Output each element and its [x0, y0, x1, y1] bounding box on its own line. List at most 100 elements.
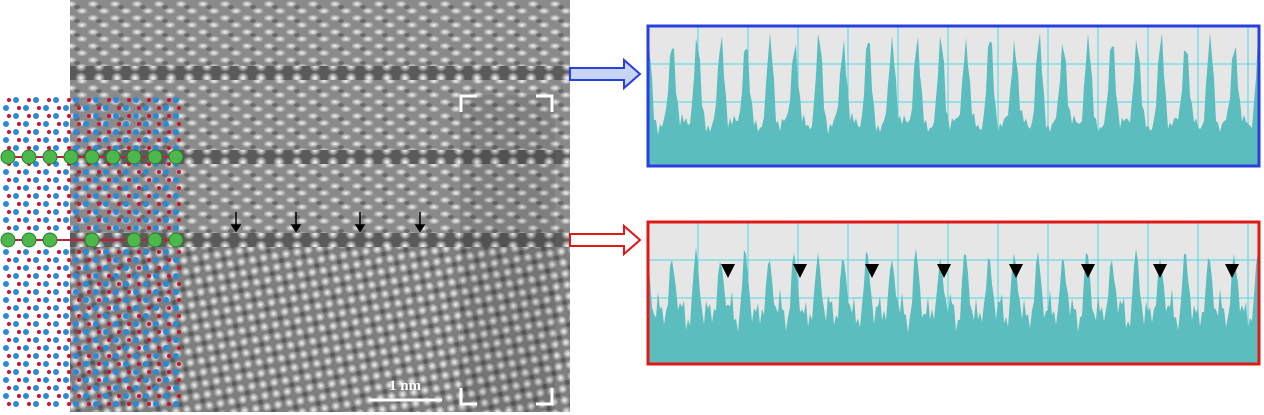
metal-atom: [163, 249, 169, 255]
oxygen-atom: [27, 402, 31, 406]
metal-atom: [83, 105, 89, 111]
profile-area: [648, 246, 1259, 364]
oxygen-atom: [147, 370, 151, 374]
metal-atom: [23, 137, 29, 143]
metal-atom: [13, 225, 19, 231]
metal-atom: [113, 129, 119, 135]
marker-triangle: [1009, 264, 1023, 278]
oxygen-atom: [117, 362, 121, 366]
metal-atom: [143, 121, 149, 127]
oxygen-atom: [7, 322, 11, 326]
metal-atom: [23, 361, 29, 367]
metal-atom: [83, 345, 89, 351]
metal-atom: [93, 145, 99, 151]
oxygen-atom: [37, 282, 41, 286]
metal-atom: [73, 257, 79, 263]
metal-atom: [103, 105, 109, 111]
metal-atom: [153, 385, 159, 391]
intensity-profile: [646, 220, 1261, 366]
oxygen-atom: [167, 130, 171, 134]
oxygen-atom: [17, 298, 21, 302]
metal-atom: [63, 249, 69, 255]
metal-atom: [33, 273, 39, 279]
oxygen-atom: [107, 194, 111, 198]
oxygen-atom: [167, 114, 171, 118]
oxygen-atom: [87, 306, 91, 310]
metal-atom: [3, 345, 9, 351]
metal-atom: [123, 313, 129, 319]
metal-atom: [53, 209, 59, 215]
oxygen-atom: [87, 338, 91, 342]
oxygen-atom: [127, 274, 131, 278]
oxygen-atom: [57, 250, 61, 254]
oxygen-atom: [37, 378, 41, 382]
oxygen-atom: [177, 266, 181, 270]
panel-border: [646, 24, 1261, 168]
metal-atom: [13, 337, 19, 343]
metal-atom: [123, 169, 129, 175]
metal-atom: [123, 297, 129, 303]
metal-atom: [83, 201, 89, 207]
metal-atom: [3, 121, 9, 127]
oxygen-atom: [177, 314, 181, 318]
metal-atom: [163, 361, 169, 367]
oxygen-atom: [137, 378, 141, 382]
oxygen-atom: [117, 314, 121, 318]
oxygen-atom: [137, 218, 141, 222]
metal-atom: [133, 193, 139, 199]
metal-atom: [153, 401, 159, 407]
oxygen-atom: [167, 354, 171, 358]
green-atom: [21, 232, 37, 248]
oxygen-atom: [57, 138, 61, 142]
metal-atom: [43, 249, 49, 255]
metal-atom: [13, 321, 19, 327]
green-atom: [0, 149, 16, 165]
oxygen-atom: [97, 202, 101, 206]
green-atom: [147, 149, 163, 165]
metal-atom: [83, 313, 89, 319]
metal-atom: [173, 193, 179, 199]
oxygen-atom: [47, 258, 51, 262]
oxygen-atom: [167, 338, 171, 342]
metal-atom: [63, 329, 69, 335]
oxygen-atom: [77, 282, 81, 286]
oxygen-atom: [37, 346, 41, 350]
oxygen-atom: [87, 210, 91, 214]
metal-atom: [143, 265, 149, 271]
oxygen-atom: [37, 314, 41, 318]
oxygen-atom: [127, 210, 131, 214]
oxygen-atom: [177, 362, 181, 366]
metal-atom: [13, 129, 19, 135]
metal-atom: [83, 169, 89, 175]
metal-atom: [13, 113, 19, 119]
oxygen-atom: [107, 274, 111, 278]
panel-border: [646, 220, 1261, 366]
down-arrow: [354, 212, 366, 233]
metal-atom: [153, 257, 159, 263]
metal-atom: [93, 113, 99, 119]
metal-atom: [33, 321, 39, 327]
metal-atom: [53, 225, 59, 231]
oxygen-atom: [117, 378, 121, 382]
oxygen-atom: [57, 378, 61, 382]
oxygen-atom: [167, 290, 171, 294]
oxygen-atom: [107, 210, 111, 214]
oxygen-atom: [147, 146, 151, 150]
green-atom: [105, 149, 121, 165]
metal-atom: [33, 257, 39, 263]
metal-atom: [3, 185, 9, 191]
metal-atom: [53, 369, 59, 375]
oxygen-atom: [27, 178, 31, 182]
metal-atom: [133, 289, 139, 295]
metal-atom: [83, 185, 89, 191]
metal-atom: [103, 361, 109, 367]
profile-area: [648, 33, 1259, 166]
oxygen-atom: [37, 122, 41, 126]
oxygen-atom: [157, 250, 161, 254]
oxygen-atom: [147, 290, 151, 294]
green-atom: [42, 232, 58, 248]
oxygen-atom: [67, 258, 71, 262]
oxygen-atom: [67, 178, 71, 182]
oxygen-atom: [127, 146, 131, 150]
